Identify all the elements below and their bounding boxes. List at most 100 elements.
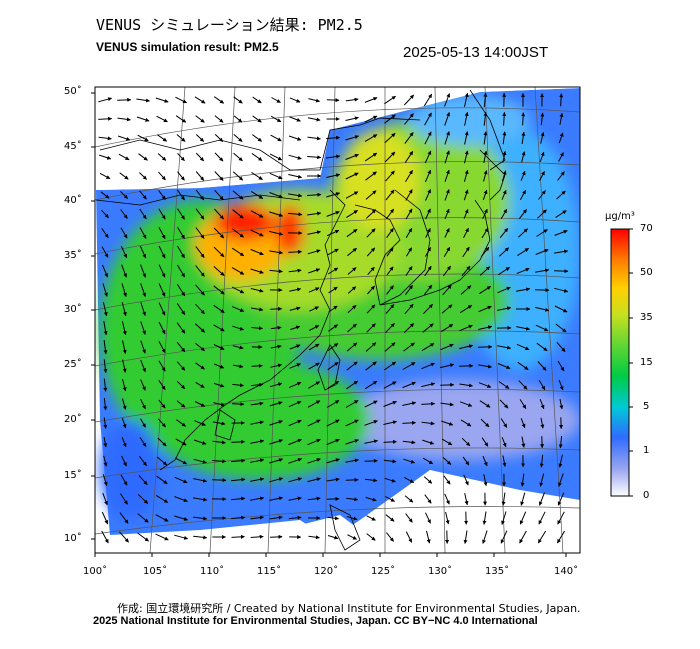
wind-arrow <box>440 382 455 387</box>
wind-arrow <box>459 401 473 407</box>
wind-arrow <box>102 474 108 486</box>
wind-arrow <box>554 305 568 313</box>
wind-arrow <box>269 192 283 199</box>
wind-arrow <box>250 268 264 274</box>
wind-arrow <box>307 419 321 427</box>
wind-arrow <box>520 418 526 429</box>
wind-arrow <box>364 400 378 408</box>
colorbar-label: 1 <box>643 445 650 456</box>
wind-arrow <box>270 344 282 349</box>
wind-arrow <box>383 381 397 389</box>
wind-arrow <box>538 379 546 391</box>
wind-arrow <box>193 535 208 540</box>
wind-arrow <box>327 342 339 352</box>
wind-arrow <box>403 323 415 333</box>
wind-arrow <box>383 439 397 444</box>
wind-arrow <box>519 530 527 544</box>
wind-arrow <box>520 492 526 506</box>
wind-arrow <box>366 323 376 333</box>
wind-arrow <box>519 399 527 409</box>
wind-arrow <box>384 132 396 144</box>
axis-ticks <box>91 92 567 557</box>
wind-arrow <box>326 438 340 446</box>
wind-arrow <box>139 455 147 467</box>
wind-arrow <box>307 155 322 160</box>
wind-arrow <box>271 97 281 103</box>
wind-arrow <box>101 530 109 544</box>
wind-arrow <box>250 288 264 293</box>
wind-arrow <box>307 211 322 216</box>
wind-arrow <box>101 511 109 525</box>
wind-arrow <box>405 284 413 296</box>
wind-arrow <box>483 131 488 145</box>
colorbar <box>610 228 633 497</box>
wind-arrow <box>326 400 340 408</box>
wind-arrow <box>482 511 487 525</box>
wind-arrow <box>405 169 413 182</box>
wind-arrow <box>195 227 205 239</box>
wind-arrow <box>269 211 284 217</box>
wind-arrow <box>463 474 469 486</box>
wind-arrow <box>213 344 225 350</box>
title-english: VENUS simulation result: PM2.5 <box>96 40 279 54</box>
wind-arrow <box>269 401 283 407</box>
wind-arrow <box>424 247 432 257</box>
wind-arrow <box>440 323 454 333</box>
wind-arrow <box>309 306 319 312</box>
wind-arrow <box>405 266 413 276</box>
wind-arrow <box>502 131 507 145</box>
wind-arrow <box>269 458 284 464</box>
wind-arrow <box>117 135 131 141</box>
wind-arrow <box>288 457 302 464</box>
wind-arrow <box>195 171 205 181</box>
wind-arrow <box>441 304 453 314</box>
wind-arrow <box>195 284 205 296</box>
wind-arrow <box>558 132 564 144</box>
wind-arrow <box>440 343 454 351</box>
wind-arrow <box>174 476 188 484</box>
wind-arrow <box>98 116 113 121</box>
wind-arrow <box>405 513 413 523</box>
wind-arrow <box>441 420 454 426</box>
wind-arrow <box>288 249 302 254</box>
wind-arrow <box>481 227 489 239</box>
wind-arrow <box>326 458 340 464</box>
wind-arrow <box>540 417 545 429</box>
wind-arrow <box>232 209 244 219</box>
wind-arrow <box>558 454 563 468</box>
wind-arrow <box>140 264 147 278</box>
wind-arrow <box>554 287 569 293</box>
wind-arrow <box>139 172 147 180</box>
wind-arrow <box>139 208 147 220</box>
wind-arrow <box>121 302 127 317</box>
wind-arrow <box>176 380 186 390</box>
wind-arrow <box>158 171 166 181</box>
wind-arrow <box>250 477 265 482</box>
wind-arrow <box>497 345 512 350</box>
wind-arrow <box>155 533 169 541</box>
wind-arrow <box>535 268 550 273</box>
wind-arrow <box>326 173 341 178</box>
wind-arrow <box>231 286 245 294</box>
wind-arrow <box>140 283 147 297</box>
wind-arrow <box>498 381 510 389</box>
wind-arrow <box>366 304 376 314</box>
wind-arrow <box>175 438 187 446</box>
wind-arrow <box>269 250 284 255</box>
wind-arrow <box>158 283 166 297</box>
wind-arrow <box>121 264 127 278</box>
wind-arrow <box>251 152 263 162</box>
wind-arrow <box>214 208 224 220</box>
wind-arrow <box>328 324 338 332</box>
wind-arrow <box>384 361 397 371</box>
wind-arrow <box>251 382 264 387</box>
wind-arrow <box>421 342 435 352</box>
wind-arrow <box>99 172 111 180</box>
wind-arrow <box>138 474 148 486</box>
wind-arrow <box>383 459 397 464</box>
wind-arrow <box>139 437 147 447</box>
wind-arrow <box>288 496 302 501</box>
wind-arrow <box>444 169 450 183</box>
wind-arrow <box>556 341 566 353</box>
wind-arrow <box>269 382 283 388</box>
